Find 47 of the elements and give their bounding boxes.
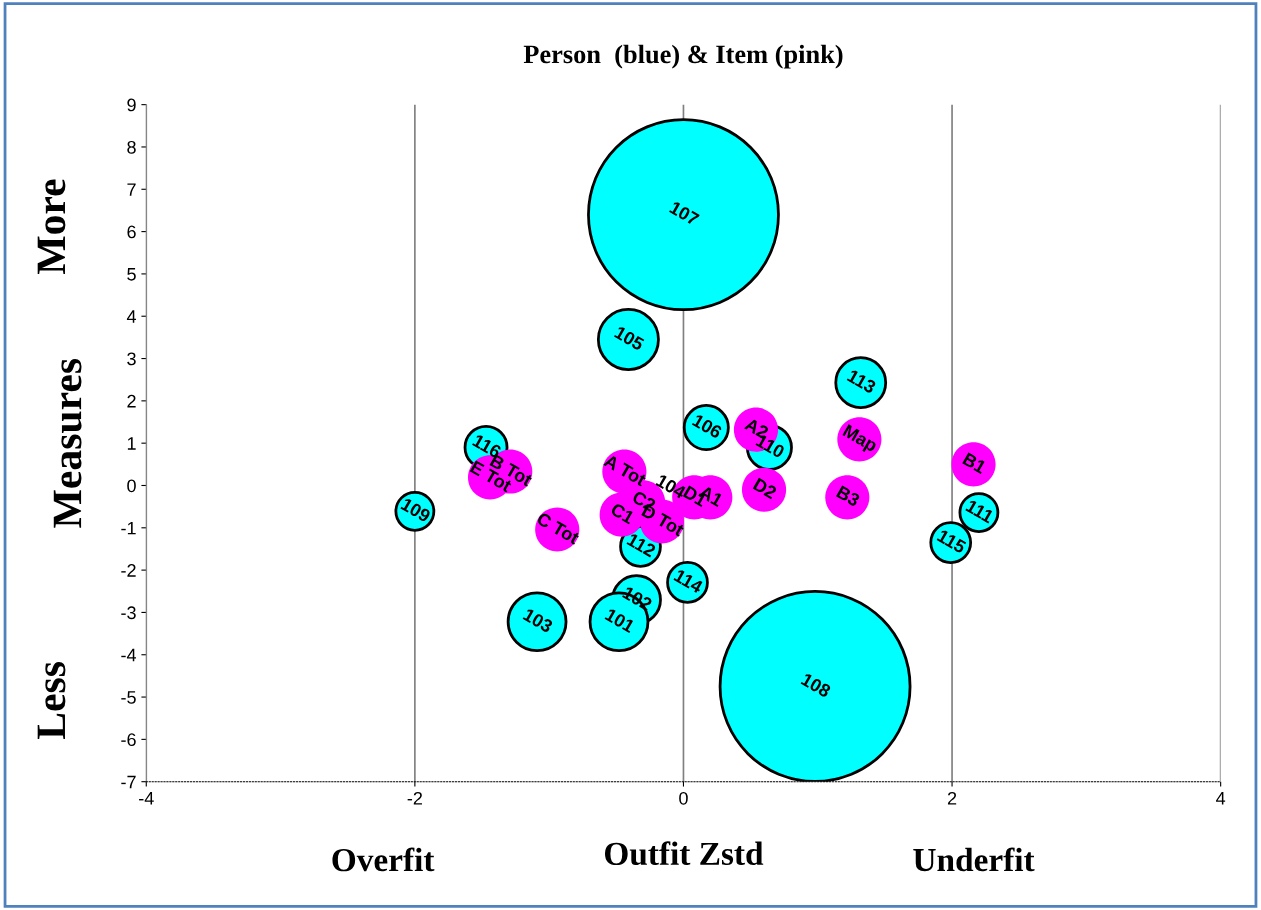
chart-title: Person (blue) & Item (pink) <box>523 44 843 69</box>
annotation: 113 <box>846 369 877 394</box>
y-tick-label: -3 <box>121 606 136 620</box>
annotation: 101 <box>604 607 636 634</box>
y-tick-label: 9 <box>127 98 136 112</box>
y-tick-label: -5 <box>121 691 136 704</box>
text: More <box>37 179 66 275</box>
annotation: 109 <box>400 497 432 523</box>
annotation: 103 <box>522 607 554 634</box>
annotation: Map <box>840 424 879 456</box>
y-tick-label: 1 <box>127 437 136 450</box>
x-axis-title: Outfit Zstd <box>604 841 764 866</box>
y-tick-label: -2 <box>121 564 136 577</box>
annotation: 114 <box>673 568 704 594</box>
x-tick-label: -2 <box>407 791 422 805</box>
annotation: 105 <box>613 325 645 351</box>
y-tick-label: 4 <box>126 310 137 323</box>
y-tick-label: -4 <box>121 648 137 662</box>
y-tick-label: -7 <box>121 775 136 789</box>
annotation: B1 <box>962 452 987 474</box>
x-tick-label: -4 <box>139 792 154 805</box>
y-axis-title: Measures <box>53 358 82 528</box>
annotation: A Tot <box>603 454 648 487</box>
y-tick-label: 0 <box>127 479 136 493</box>
annotation: 111 <box>965 499 995 524</box>
x-tick-label: 0 <box>679 791 688 805</box>
annotation: 108 <box>800 672 832 698</box>
y-tick-label: -6 <box>121 733 136 747</box>
annotation: 112 <box>626 532 657 558</box>
annotation: 115 <box>936 529 967 554</box>
text: Underfit <box>913 847 1035 872</box>
annotation: B3 <box>835 485 861 507</box>
y-tick-label: 6 <box>127 225 136 239</box>
annotation: C Tot <box>536 511 581 545</box>
y-tick-label: 5 <box>127 268 136 281</box>
annotation: 106 <box>691 413 723 439</box>
annotation: 107 <box>668 200 700 226</box>
y-tick-label: 2 <box>127 394 136 408</box>
x-tick-label: 4 <box>1216 792 1226 805</box>
y-tick-label: 7 <box>127 183 136 196</box>
text: Overfit <box>332 847 435 872</box>
x-tick-label: 2 <box>947 791 957 805</box>
y-tick-label: 3 <box>127 352 136 366</box>
y-tick-label: 8 <box>127 140 136 154</box>
text: Less <box>37 662 66 740</box>
annotation: D2 <box>752 477 778 500</box>
y-tick-label: -1 <box>121 521 136 535</box>
